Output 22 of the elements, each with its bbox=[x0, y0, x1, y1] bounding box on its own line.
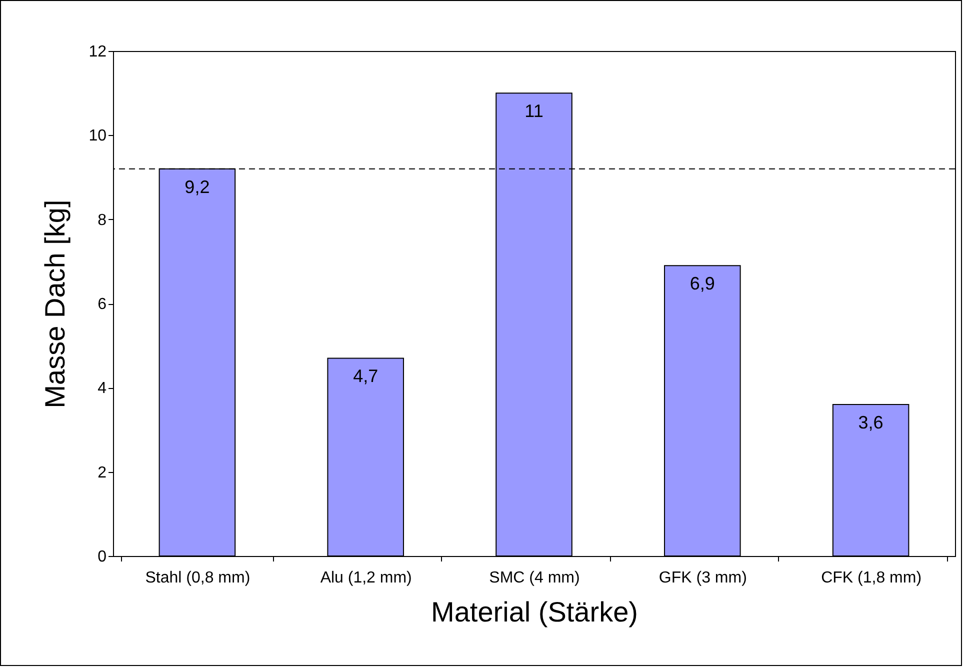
data-label: 4,7 bbox=[353, 366, 378, 386]
x-tick-label: CFK (1,8 mm) bbox=[821, 570, 922, 586]
x-axis-title: Material (Stärke) bbox=[431, 596, 638, 628]
x-tick-label: Alu (1,2 mm) bbox=[320, 570, 412, 586]
y-tick-label: 12 bbox=[88, 44, 107, 60]
y-tick-label: 8 bbox=[98, 212, 107, 229]
data-label: 3,6 bbox=[858, 412, 884, 432]
y-tick-label: 10 bbox=[88, 128, 107, 145]
data-label: 11 bbox=[524, 101, 544, 122]
bar bbox=[832, 404, 910, 556]
y-tick-label: 0 bbox=[98, 548, 107, 566]
y-tick-label: 6 bbox=[98, 296, 107, 313]
y-axis-title: Masse Dach [kg] bbox=[40, 200, 71, 408]
x-tick-label: SMC (4 mm) bbox=[489, 570, 580, 586]
y-tick-label: 4 bbox=[98, 380, 107, 398]
x-tick-label: GFK (3 mm) bbox=[658, 570, 747, 586]
x-tick-label: Stahl (0,8 mm) bbox=[145, 570, 250, 586]
bar bbox=[327, 358, 404, 556]
data-label: 6,9 bbox=[690, 274, 715, 294]
y-tick-label: 2 bbox=[98, 464, 107, 482]
bar bbox=[664, 265, 741, 556]
data-label: 9,2 bbox=[184, 176, 210, 197]
